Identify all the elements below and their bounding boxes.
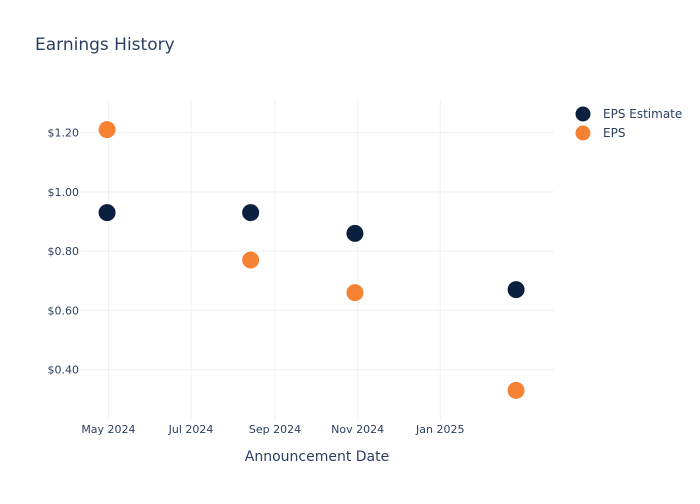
y-tick-label: $0.40: [48, 364, 80, 377]
eps-estimate-point[interactable]: [345, 223, 365, 243]
legend: EPS Estimate EPS: [574, 105, 682, 142]
x-tick-label: Jan 2025: [415, 423, 464, 436]
x-tick-labels: May 2024 Jul 2024 Sep 2024 Nov 2024 Jan 2025: [81, 423, 464, 436]
legend-marker-eps-estimate: [574, 105, 592, 123]
x-tick-label: Jul 2024: [168, 423, 214, 436]
x-axis-title: Announcement Date: [245, 449, 389, 465]
eps-point[interactable]: [97, 120, 117, 140]
y-tick-label: $1.20: [48, 127, 80, 140]
y-tick-label: $0.80: [48, 245, 80, 258]
y-tick-label: $0.60: [48, 304, 80, 317]
eps-point[interactable]: [241, 250, 261, 270]
legend-label-eps: EPS: [603, 126, 625, 140]
y-tick-labels: $0.40 $0.60 $0.80 $1.00 $1.20: [48, 127, 80, 377]
eps-estimate-point[interactable]: [241, 203, 261, 223]
y-tick-label: $1.00: [48, 186, 80, 199]
x-tick-label: Sep 2024: [249, 423, 301, 436]
x-tick-label: May 2024: [81, 423, 135, 436]
grid-layer: [80, 100, 554, 420]
eps-estimate-point[interactable]: [506, 280, 526, 300]
eps-point[interactable]: [345, 283, 365, 303]
legend-label-eps-estimate: EPS Estimate: [603, 107, 682, 121]
chart-title: Earnings History: [35, 35, 175, 55]
legend-marker-eps: [574, 124, 592, 142]
data-points: [97, 120, 526, 400]
eps-point[interactable]: [506, 380, 526, 400]
x-tick-label: Nov 2024: [331, 423, 384, 436]
eps-estimate-point[interactable]: [97, 203, 117, 223]
